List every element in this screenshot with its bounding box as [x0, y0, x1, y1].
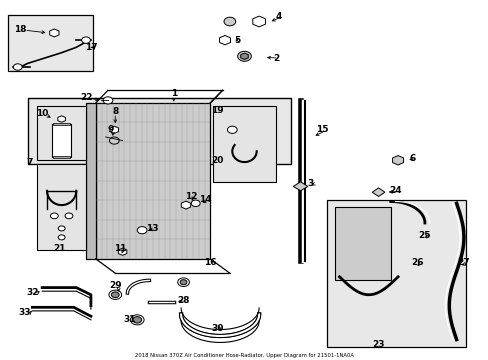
Circle shape: [50, 213, 58, 219]
Bar: [212, 107, 276, 182]
Text: 11: 11: [114, 244, 126, 253]
Polygon shape: [371, 188, 384, 197]
Circle shape: [81, 37, 90, 43]
Circle shape: [137, 226, 147, 234]
Text: 13: 13: [145, 224, 158, 233]
Text: 2018 Nissan 370Z Air Conditioner Hose-Radiator, Upper Diagram for 21501-1NA0A: 2018 Nissan 370Z Air Conditioner Hose-Ra…: [135, 352, 353, 357]
Text: 27: 27: [457, 258, 469, 267]
Circle shape: [237, 51, 251, 61]
Polygon shape: [293, 182, 307, 191]
Text: 25: 25: [418, 231, 430, 240]
Text: 16: 16: [203, 258, 216, 267]
Circle shape: [65, 213, 73, 219]
Text: 22: 22: [80, 93, 92, 102]
Bar: [27, 98, 290, 164]
Polygon shape: [252, 16, 265, 27]
Circle shape: [58, 235, 65, 240]
Bar: [53, 123, 70, 126]
Polygon shape: [219, 36, 230, 45]
Text: 32: 32: [26, 288, 39, 297]
Text: 2: 2: [272, 54, 279, 63]
Text: 24: 24: [388, 186, 401, 195]
Polygon shape: [240, 53, 248, 59]
Polygon shape: [110, 126, 118, 134]
Circle shape: [109, 137, 119, 144]
Text: 20: 20: [211, 156, 224, 165]
Circle shape: [227, 126, 237, 134]
Polygon shape: [118, 248, 126, 255]
Bar: [86, 103, 96, 259]
Circle shape: [133, 317, 142, 323]
Text: 19: 19: [211, 105, 224, 114]
Text: 1: 1: [170, 89, 177, 98]
Text: 9: 9: [107, 125, 113, 134]
Text: 14: 14: [199, 195, 211, 204]
Bar: [334, 207, 390, 280]
Bar: [96, 103, 210, 259]
Text: 17: 17: [84, 43, 97, 52]
Text: 33: 33: [19, 308, 31, 317]
Circle shape: [109, 290, 122, 300]
Circle shape: [224, 17, 235, 26]
Text: 18: 18: [14, 25, 26, 34]
Bar: [8, 15, 93, 71]
Text: 5: 5: [234, 36, 240, 45]
Text: 4: 4: [275, 12, 281, 21]
Circle shape: [111, 292, 119, 298]
Polygon shape: [50, 29, 59, 37]
Text: 26: 26: [410, 258, 423, 267]
Text: 28: 28: [177, 296, 189, 305]
Polygon shape: [181, 201, 190, 209]
Text: 29: 29: [109, 281, 122, 290]
Bar: [37, 107, 86, 160]
Text: 31: 31: [123, 315, 136, 324]
Text: 10: 10: [36, 109, 48, 118]
Circle shape: [177, 278, 189, 287]
Text: 23: 23: [371, 341, 384, 350]
Text: 8: 8: [112, 107, 118, 116]
Circle shape: [58, 226, 65, 231]
Text: 30: 30: [211, 324, 224, 333]
Polygon shape: [58, 116, 65, 122]
Circle shape: [103, 97, 113, 104]
Bar: [327, 200, 466, 347]
Text: 6: 6: [409, 154, 415, 163]
Circle shape: [191, 200, 200, 207]
Text: 15: 15: [316, 125, 328, 134]
Text: 3: 3: [306, 179, 313, 188]
Circle shape: [130, 315, 144, 325]
Text: 7: 7: [27, 158, 33, 167]
Circle shape: [13, 64, 22, 70]
Bar: [52, 125, 71, 157]
Circle shape: [180, 280, 186, 285]
Bar: [37, 164, 86, 250]
Bar: [53, 156, 70, 158]
Text: 12: 12: [184, 192, 197, 201]
Text: 21: 21: [53, 244, 65, 253]
Polygon shape: [392, 156, 403, 165]
